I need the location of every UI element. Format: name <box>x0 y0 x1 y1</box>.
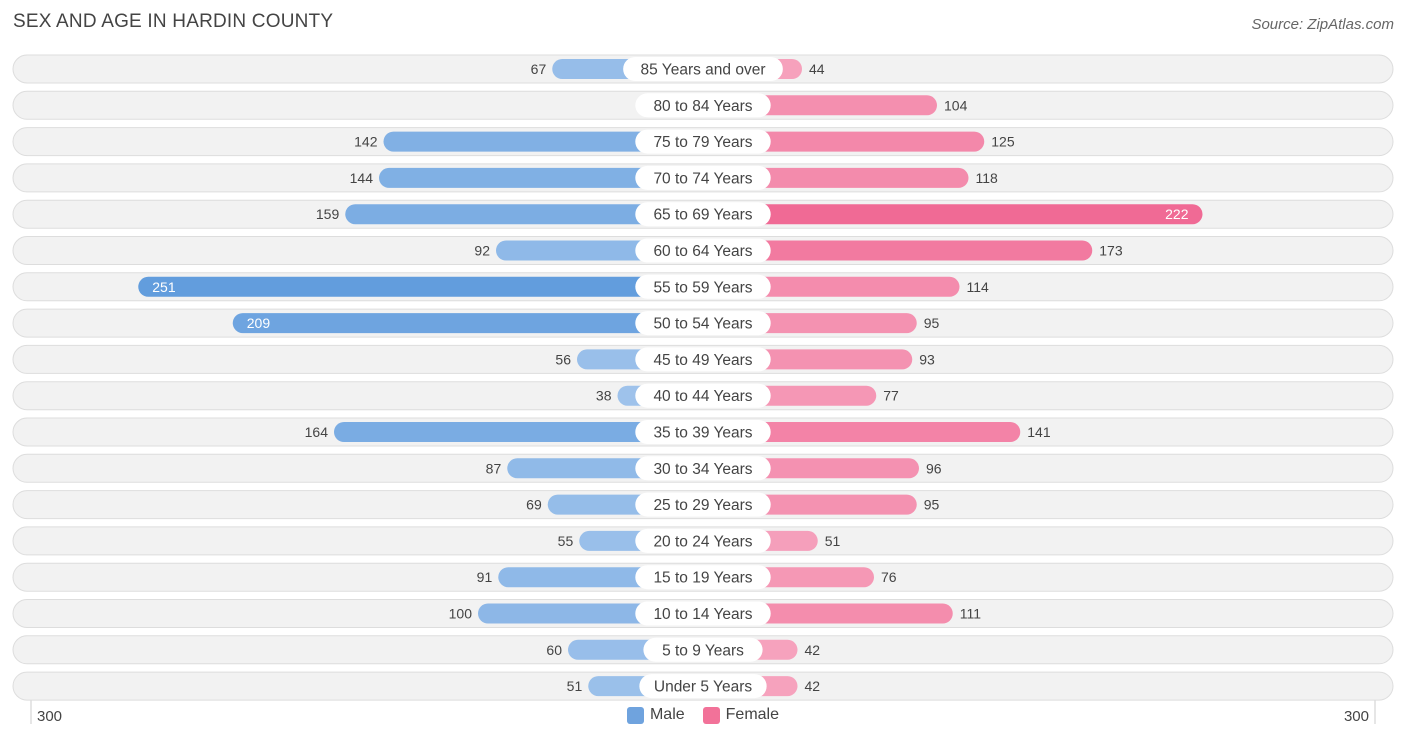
category-label: 80 to 84 Years <box>653 98 752 115</box>
category-label: 10 to 14 Years <box>653 606 752 623</box>
female-value-label: 93 <box>919 351 935 367</box>
female-value-label: 118 <box>976 170 999 186</box>
axis-left-max-label: 300 <box>37 708 63 725</box>
category-label-background <box>635 274 771 299</box>
category-label: 65 to 69 Years <box>653 207 752 224</box>
category-label: 30 to 34 Years <box>653 461 752 478</box>
category-label-background <box>639 674 767 699</box>
male-value-label: 100 <box>449 606 473 622</box>
male-value-label: 91 <box>477 569 493 585</box>
category-label-background <box>623 57 783 81</box>
category-label-background <box>635 347 771 372</box>
category-label: 45 to 49 Years <box>653 352 752 369</box>
female-value-label: 42 <box>805 678 821 694</box>
female-value-label: 44 <box>809 61 825 77</box>
legend-swatch-female <box>702 706 720 724</box>
category-label: 55 to 59 Years <box>653 279 752 296</box>
category-label-background <box>635 565 771 590</box>
female-value-label: 96 <box>926 460 942 476</box>
category-label: 70 to 74 Years <box>653 170 752 187</box>
category-label-background <box>635 528 771 553</box>
category-label-background <box>635 492 771 517</box>
category-label: 20 to 24 Years <box>653 533 752 550</box>
female-value-label: 125 <box>991 134 1015 150</box>
source-label: Source: ZipAtlas.com <box>1251 16 1394 33</box>
male-value-label: 209 <box>247 315 271 331</box>
male-value-label: 56 <box>555 351 571 367</box>
category-label-background <box>635 456 771 481</box>
male-value-label: 142 <box>354 134 378 150</box>
category-label: 40 to 44 Years <box>653 388 752 405</box>
category-label-background <box>635 383 771 408</box>
legend-item-female: Female <box>702 706 780 724</box>
female-value-label: 141 <box>1027 424 1051 440</box>
category-label: 50 to 54 Years <box>653 316 752 333</box>
female-value-label: 104 <box>944 97 968 113</box>
female-value-label: 222 <box>1165 206 1189 222</box>
female-bar <box>703 240 1093 261</box>
male-bar <box>383 131 703 152</box>
male-value-label: 251 <box>152 279 176 295</box>
male-value-label: 87 <box>486 460 502 476</box>
legend-label-female: Female <box>725 706 780 723</box>
male-value-label: 67 <box>531 61 547 77</box>
female-value-label: 77 <box>883 388 899 404</box>
female-bar <box>703 204 1203 225</box>
male-value-label: 144 <box>350 170 374 186</box>
female-bar <box>703 422 1021 442</box>
category-label: 5 to 9 Years <box>662 642 744 659</box>
female-value-label: 76 <box>881 569 897 585</box>
category-label: 15 to 19 Years <box>653 570 752 587</box>
male-value-label: 51 <box>567 678 583 694</box>
category-label-background <box>635 93 771 118</box>
female-bar <box>703 131 985 152</box>
female-value-label: 173 <box>1099 243 1123 259</box>
category-label-background <box>635 601 771 626</box>
axis-right-max-label: 300 <box>1343 708 1369 725</box>
chart-title: SEX AND AGE IN HARDIN COUNTY <box>13 11 334 32</box>
legend-swatch-male <box>626 706 644 724</box>
category-label-background <box>643 637 763 662</box>
male-value-label: 69 <box>526 497 542 513</box>
female-value-label: 95 <box>924 497 940 513</box>
male-value-label: 60 <box>546 642 562 658</box>
category-label-background <box>635 311 771 336</box>
category-label-background <box>635 202 771 227</box>
category-label: 25 to 29 Years <box>653 497 752 514</box>
male-value-label: 92 <box>474 243 490 259</box>
male-bar <box>138 276 703 297</box>
male-bar <box>232 313 703 334</box>
legend-label-male: Male <box>649 706 685 723</box>
legend: Male Female <box>0 706 1406 724</box>
female-value-label: 111 <box>960 606 981 622</box>
category-label-background <box>635 420 771 444</box>
male-bar <box>345 204 703 225</box>
male-value-label: 55 <box>558 533 574 549</box>
male-value-label: 38 <box>596 388 612 404</box>
category-label: 60 to 64 Years <box>653 243 752 260</box>
female-value-label: 114 <box>967 279 990 295</box>
female-value-label: 95 <box>924 315 940 331</box>
female-value-label: 42 <box>805 642 821 658</box>
male-value-label: 164 <box>305 424 329 440</box>
category-label: 85 Years and over <box>641 62 766 79</box>
category-label-background <box>635 165 771 190</box>
male-bar <box>379 167 703 188</box>
category-label: 75 to 79 Years <box>653 134 752 151</box>
female-value-label: 51 <box>825 533 841 549</box>
male-value-label: 159 <box>316 206 340 222</box>
male-bar <box>334 422 703 442</box>
category-label: 35 to 39 Years <box>653 425 752 442</box>
category-label: Under 5 Years <box>654 679 752 696</box>
category-label-background <box>635 238 771 263</box>
category-label-background <box>635 129 771 154</box>
legend-item-male: Male <box>626 706 685 724</box>
